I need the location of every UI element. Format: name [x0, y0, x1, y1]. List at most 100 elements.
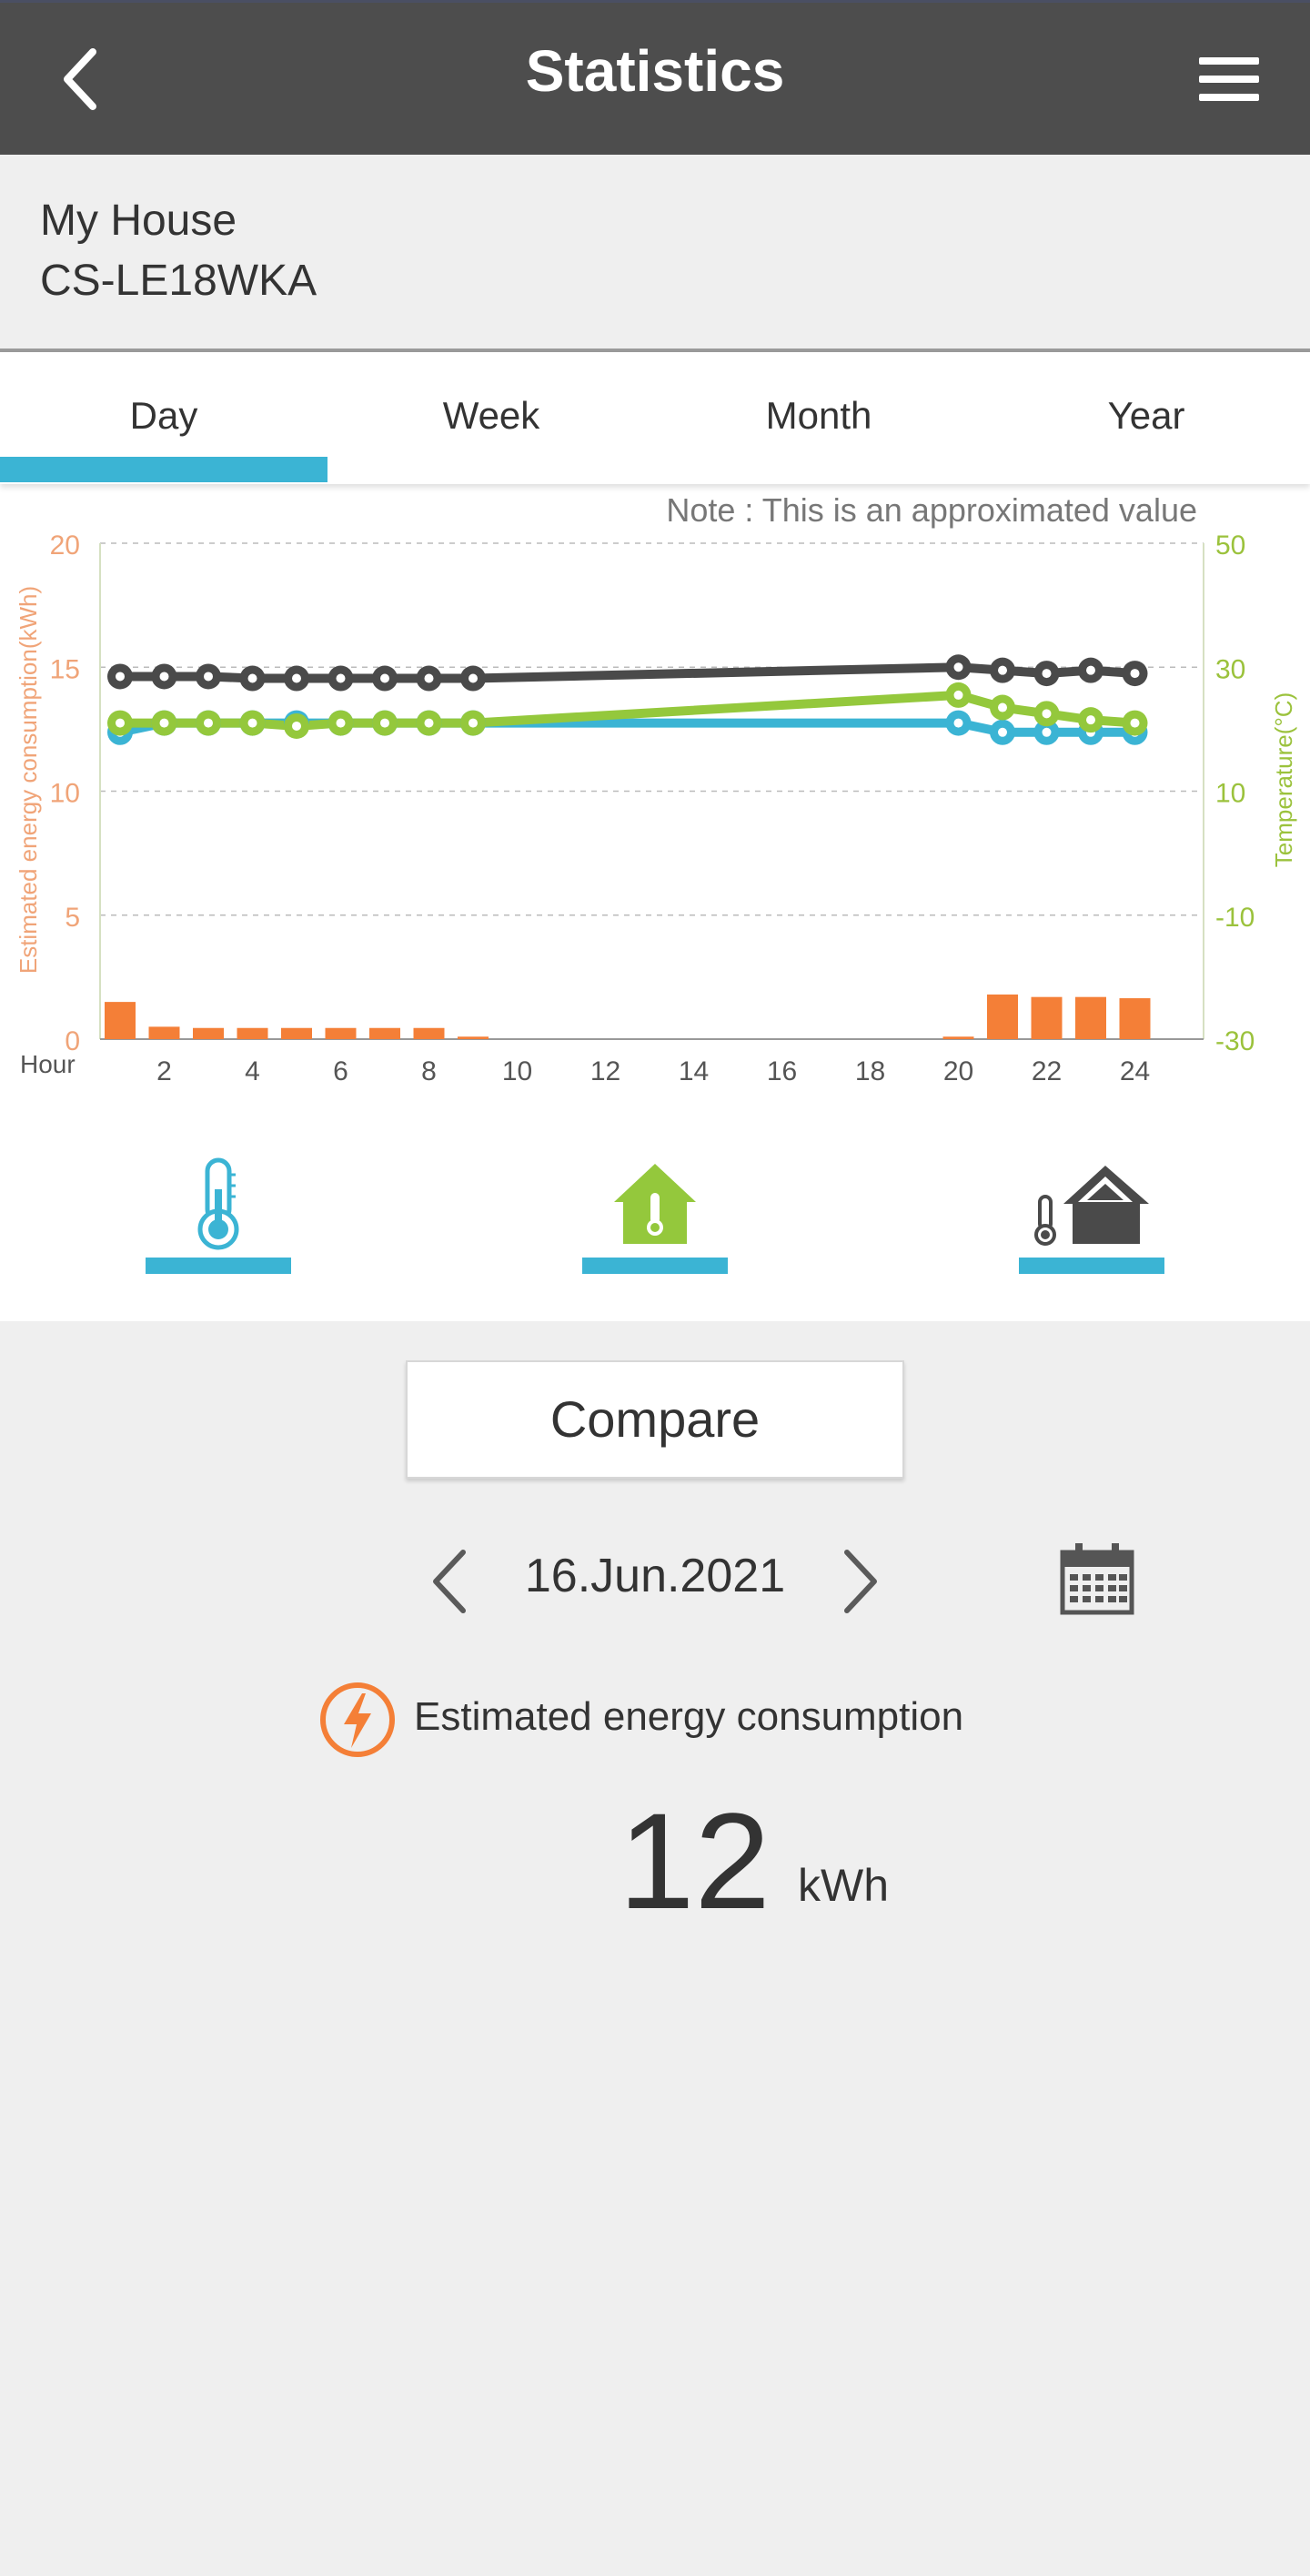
series-point-center	[1086, 665, 1095, 675]
x-tick-label: 6	[333, 1056, 348, 1086]
series-point-center	[292, 673, 301, 683]
series-point-center	[1042, 727, 1052, 737]
series-point-center	[469, 718, 478, 728]
energy-bar	[987, 994, 1018, 1039]
chevron-left-icon	[64, 48, 96, 110]
x-axis-label: Hour	[20, 1050, 76, 1078]
series-point-center	[998, 702, 1007, 712]
menu-button[interactable]	[1199, 56, 1259, 103]
series-point-center	[1130, 669, 1140, 679]
series-point-center	[1042, 669, 1052, 679]
energy-bar	[281, 1027, 312, 1039]
tab-week[interactable]: Week	[442, 394, 540, 437]
calendar-icon	[1060, 1543, 1134, 1615]
series-point-center	[998, 727, 1007, 737]
series-point-center	[469, 673, 478, 683]
series-line	[116, 662, 1140, 683]
series-point-center	[116, 672, 125, 682]
right-axis-title: Temperature(°C)	[1270, 692, 1297, 867]
right-tick-label: 50	[1215, 530, 1245, 561]
toggle-indicator	[146, 1258, 291, 1274]
series-point-center	[204, 718, 213, 728]
series-point-center	[424, 673, 434, 683]
series-point-center	[116, 718, 125, 728]
calendar-button[interactable]	[1057, 1541, 1137, 1618]
device-info: My House CS-LE18WKA	[40, 191, 317, 311]
series-point-center	[159, 718, 169, 728]
right-tick-label: -30	[1215, 1026, 1255, 1056]
tab-day[interactable]: Day	[129, 394, 198, 437]
page-title: Statistics	[525, 38, 785, 104]
energy-label: Estimated energy consumption	[414, 1694, 964, 1739]
tab-year[interactable]: Year	[1107, 394, 1185, 437]
series-point-center	[998, 665, 1007, 675]
x-tick-label: 10	[502, 1056, 532, 1086]
chevron-left-icon	[433, 1550, 466, 1613]
energy-value: 12 kWh	[0, 1788, 1310, 1934]
series-point-center	[380, 673, 389, 683]
series-point-center	[380, 718, 389, 728]
series-point-center	[953, 718, 963, 728]
right-tick-label: 30	[1215, 654, 1245, 684]
energy-bar	[193, 1027, 224, 1039]
device-model: CS-LE18WKA	[40, 257, 317, 305]
app-header: Statistics	[0, 0, 1310, 155]
left-tick-label: 20	[50, 530, 80, 561]
left-tick-label: 5	[65, 903, 80, 933]
chart-note: Note : This is an approximated value	[666, 491, 1197, 529]
active-tab-indicator	[0, 457, 328, 482]
next-date-button[interactable]	[832, 1545, 887, 1618]
series-point-center	[424, 718, 434, 728]
energy-bar	[148, 1026, 180, 1039]
series-point-center	[247, 718, 257, 728]
divider	[0, 349, 1310, 352]
x-tick-label: 20	[943, 1056, 973, 1086]
x-tick-label: 16	[767, 1056, 797, 1086]
series-point-center	[953, 690, 963, 700]
hamburger-menu-icon	[1199, 57, 1259, 101]
thermometer-icon	[197, 1157, 239, 1250]
x-tick-label: 2	[156, 1056, 172, 1086]
chart-panel: Day Week Month Year Note : This is an ap…	[0, 352, 1310, 1321]
selected-date: 16.Jun.2021	[524, 1550, 786, 1602]
series-point-center	[292, 721, 301, 731]
chevron-right-icon	[844, 1550, 877, 1613]
chart-svg: Note : This is an approximated value 0 5 10…	[15, 491, 1297, 1086]
energy-value-unit: kWh	[798, 1860, 889, 1911]
house-thermometer-icon	[614, 1164, 696, 1244]
energy-bar	[1075, 996, 1106, 1039]
energy-bar	[458, 1036, 489, 1039]
left-tick-label: 15	[50, 654, 80, 684]
series-point-center	[336, 718, 346, 728]
tab-month[interactable]: Month	[765, 394, 872, 437]
left-axis-title: Estimated energy consumption(kWh)	[15, 586, 42, 974]
outdoor-temperature-toggle[interactable]	[1014, 1153, 1169, 1289]
right-tick-label: 10	[1215, 779, 1245, 809]
left-tick-label: 10	[50, 779, 80, 809]
energy-bar	[1031, 996, 1063, 1039]
energy-bar	[105, 1002, 136, 1039]
energy-value-number: 12	[619, 1784, 771, 1937]
indoor-temperature-toggle[interactable]	[141, 1153, 296, 1289]
series-point-center	[336, 673, 346, 683]
previous-date-button[interactable]	[423, 1545, 478, 1618]
target-temperature-toggle[interactable]	[578, 1153, 732, 1289]
x-tick-label: 4	[245, 1056, 260, 1086]
toggle-indicator	[1019, 1258, 1164, 1274]
date-selector: 16.Jun.2021	[0, 1529, 1310, 1629]
x-tick-label: 14	[679, 1056, 709, 1086]
energy-bar	[325, 1027, 357, 1039]
left-tick-label: 0	[65, 1026, 80, 1056]
toggle-indicator	[582, 1258, 728, 1274]
back-button[interactable]	[55, 41, 109, 117]
series-point-center	[247, 673, 257, 683]
energy-bar	[1119, 998, 1151, 1039]
x-tick-label: 22	[1032, 1056, 1062, 1086]
series-point-center	[953, 662, 963, 672]
series-point-center	[204, 672, 213, 682]
energy-bar	[237, 1027, 268, 1039]
period-tabs: Day Week Month Year	[0, 352, 1310, 484]
compare-button[interactable]: Compare	[406, 1360, 904, 1479]
x-tick-label: 18	[855, 1056, 885, 1086]
right-tick-label: -10	[1215, 903, 1255, 933]
